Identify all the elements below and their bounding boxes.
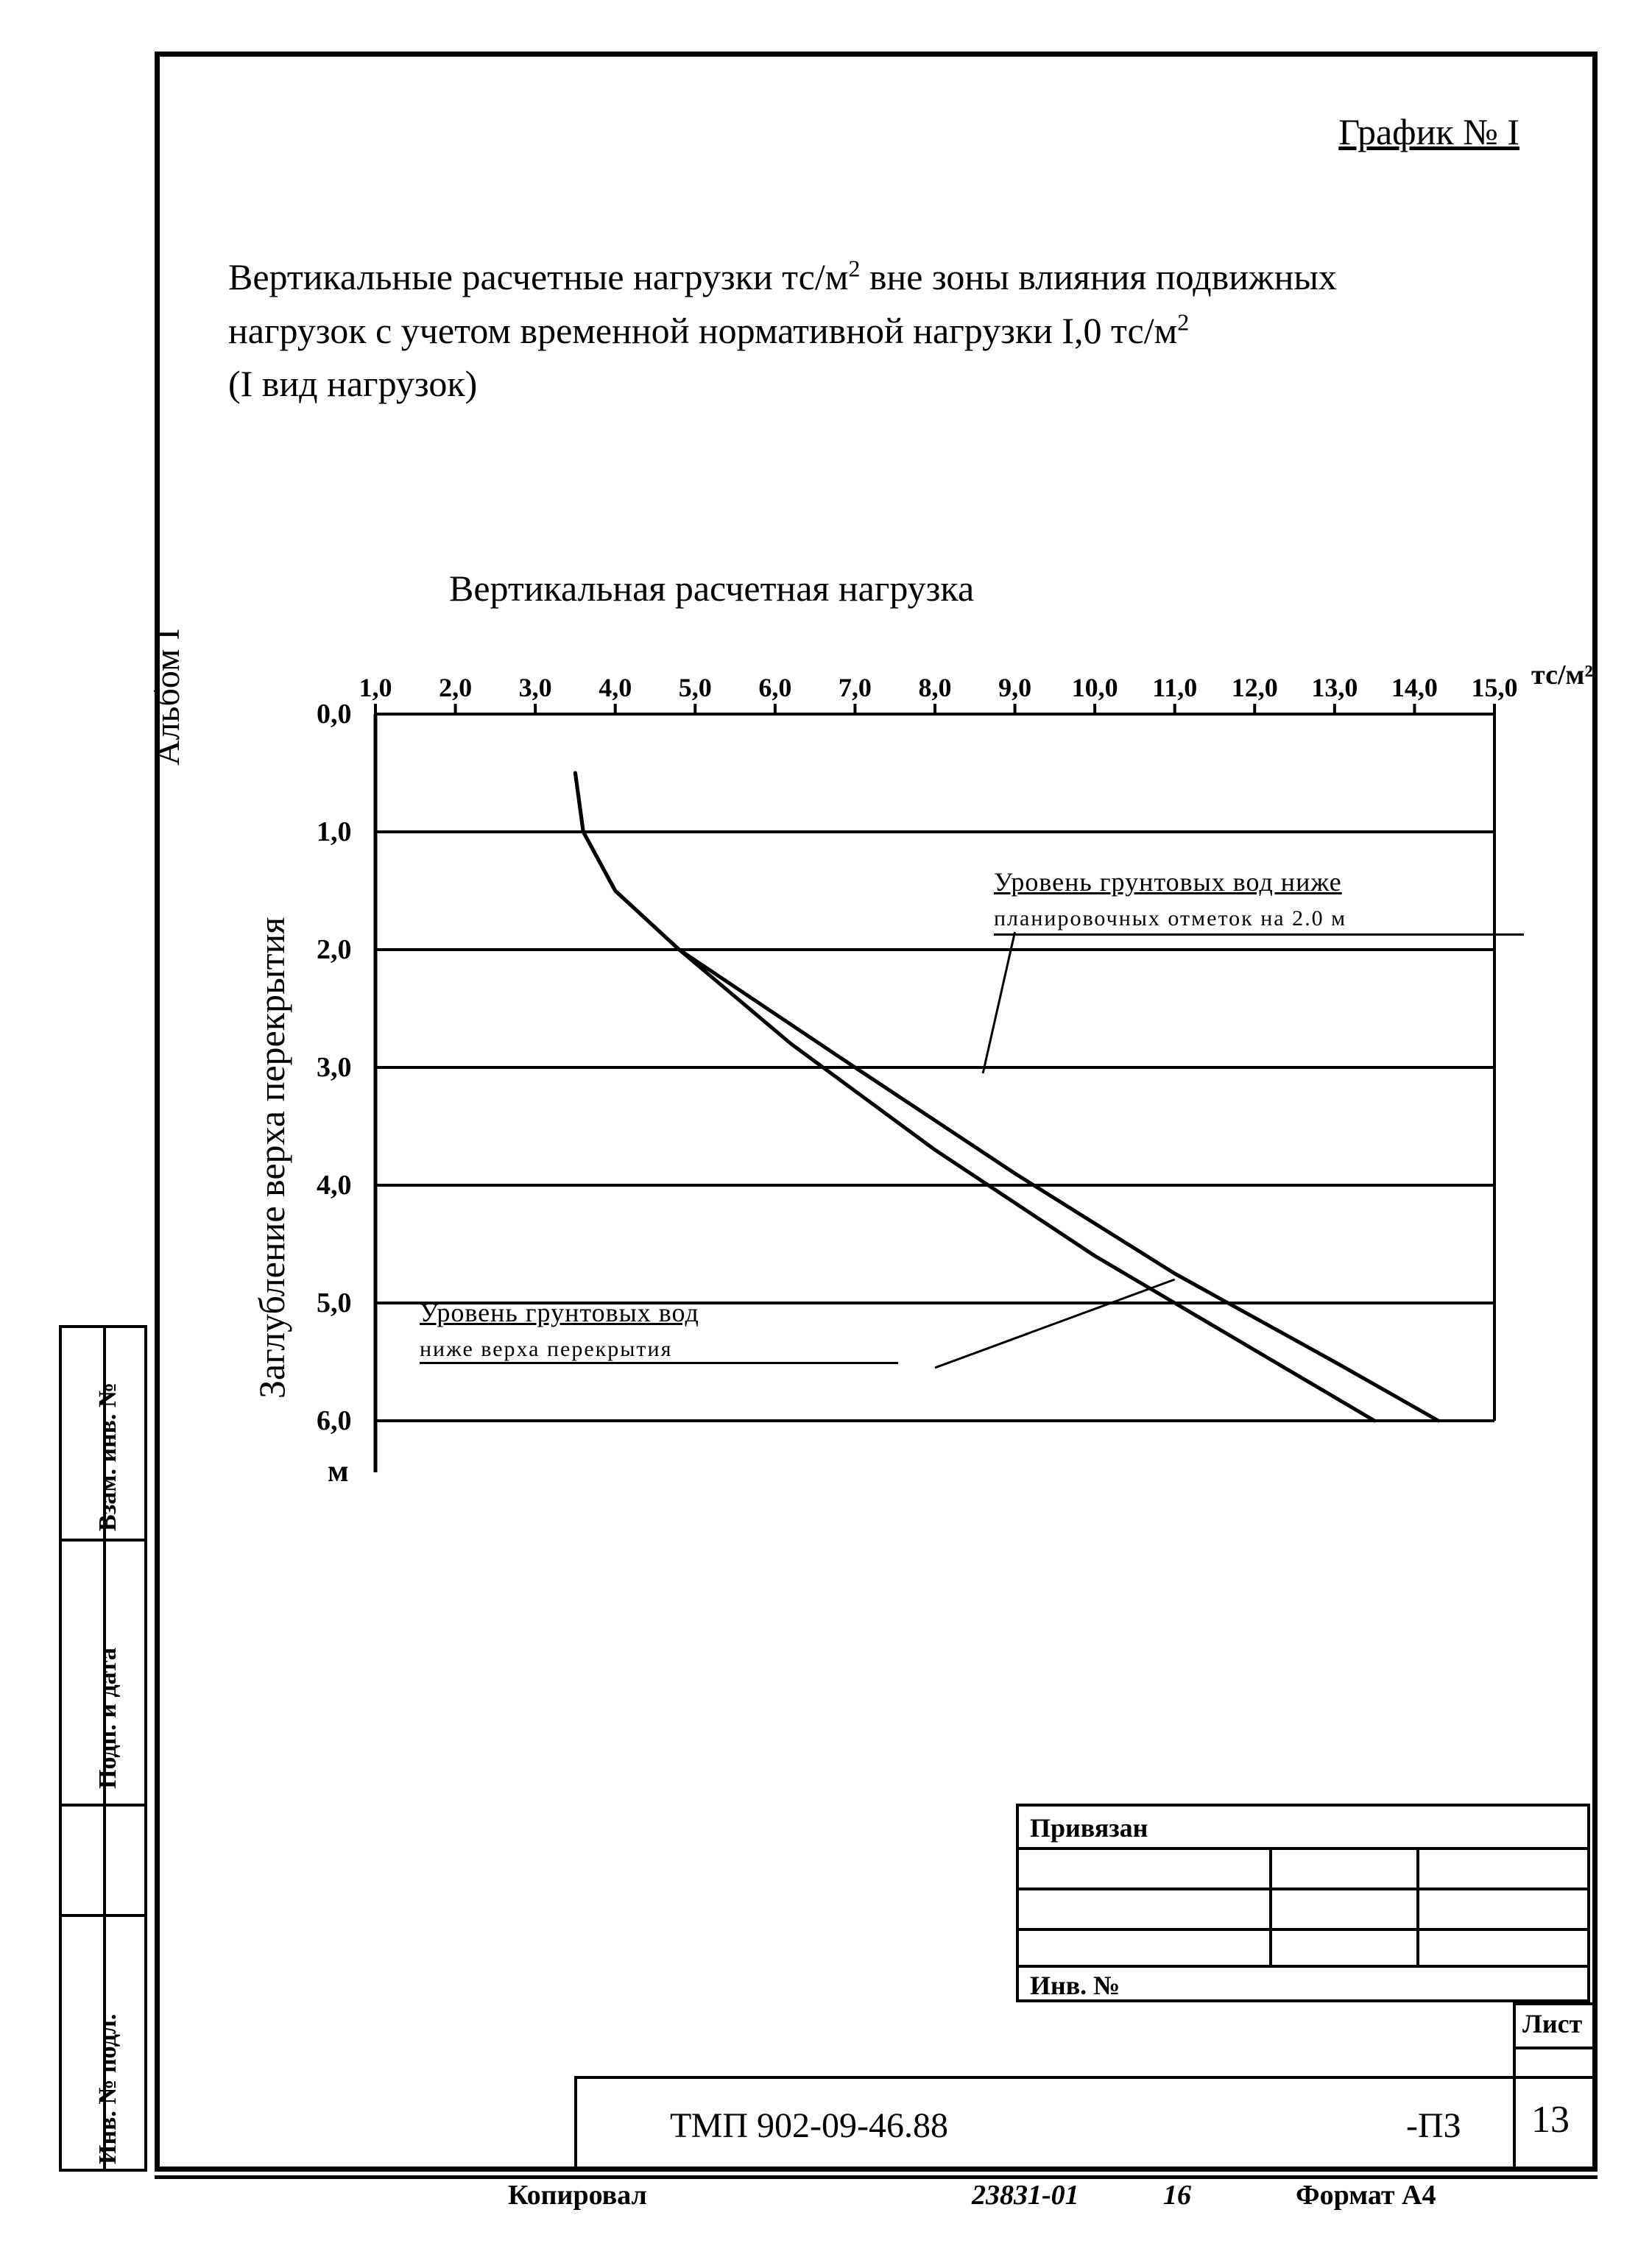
desc-exp1: 2 (848, 255, 860, 281)
x-unit: тс/м² (1531, 659, 1593, 691)
curve2-label-top: Уровень грунтовых вод (420, 1298, 699, 1327)
stamp-vzam-inv: Взам. инв. № (94, 1383, 122, 1531)
tb-vline (574, 2076, 577, 2169)
svg-text:1,0: 1,0 (359, 673, 392, 702)
svg-text:5,0: 5,0 (317, 1288, 352, 1318)
tb-hline (574, 2076, 1595, 2079)
tb-hline (1019, 1847, 1587, 1850)
tb-hline (1019, 1928, 1587, 1931)
svg-text:2,0: 2,0 (317, 934, 352, 965)
svg-text:10,0: 10,0 (1072, 673, 1118, 702)
curve2-label-bot: ниже верха перекрытия (420, 1337, 672, 1361)
curve1-underline (994, 933, 1524, 936)
curve1-label-top: Уровень грунтовых вод ниже (994, 867, 1342, 897)
svg-text:0,0: 0,0 (317, 699, 352, 730)
sheet-no: 13 (1531, 2098, 1570, 2141)
description: Вертикальные расчетные нагрузки тс/м2 вн… (228, 250, 1524, 411)
doc-code: ТМП 902-09-46.88 (670, 2105, 948, 2146)
desc-line3: (I вид нагрузок) (228, 363, 477, 404)
svg-text:8,0: 8,0 (919, 673, 952, 702)
tb-vline (1269, 1847, 1272, 1965)
svg-text:4,0: 4,0 (317, 1170, 352, 1201)
sheet-label: Лист (1522, 2008, 1582, 2039)
svg-text:2,0: 2,0 (439, 673, 472, 702)
tb-hline (1019, 1888, 1587, 1890)
desc-line1b: вне зоны влияния подвижных (860, 256, 1337, 297)
curve1-annot: Уровень грунтовых вод ниже планировочных… (994, 865, 1346, 934)
priviazan-label: Привязан (1030, 1812, 1148, 1843)
inv-no-label: Инв. № (1030, 1970, 1120, 2001)
svg-text:12,0: 12,0 (1232, 673, 1278, 702)
svg-text:15,0: 15,0 (1472, 673, 1518, 702)
curve1-label-bot: планировочных отметок на 2.0 м (994, 906, 1346, 931)
svg-text:13,0: 13,0 (1311, 673, 1358, 702)
stamp-podp-data: Подп. и дата (94, 1648, 122, 1789)
curve2-annot: Уровень грунтовых вод ниже верха перекры… (420, 1296, 699, 1365)
svg-text:9,0: 9,0 (998, 673, 1031, 702)
y-axis-label: Заглубление верха перекрытия (250, 917, 293, 1399)
svg-text:3,0: 3,0 (317, 1052, 352, 1083)
svg-text:6,0: 6,0 (758, 673, 791, 702)
format-label: Формат А4 (1296, 2179, 1436, 2211)
y-unit: м (328, 1454, 349, 1489)
svg-text:5,0: 5,0 (679, 673, 712, 702)
curve2-underline (420, 1362, 898, 1364)
page: Альбом I Взам. инв. № Подп. и дата Инв. … (0, 0, 1652, 2260)
svg-text:14,0: 14,0 (1391, 673, 1438, 702)
desc-exp2: 2 (1177, 308, 1189, 335)
desc-line2: нагрузок с учетом временной нормативной … (228, 310, 1177, 351)
chart-title: Вертикальная расчетная нагрузка (449, 567, 974, 610)
footer-line (155, 2175, 1598, 2179)
svg-text:11,0: 11,0 (1152, 673, 1197, 702)
tb-hline (1513, 2047, 1595, 2049)
svg-text:4,0: 4,0 (599, 673, 632, 702)
graph-number: График № I (1338, 110, 1519, 153)
desc-line1a: Вертикальные расчетные нагрузки тс/м (228, 256, 848, 297)
tb-hline (1513, 2002, 1595, 2005)
title-strip: ТМП 902-09-46.88 -ПЗ Лист 13 (155, 2076, 1598, 2172)
tb-vline (1513, 2002, 1516, 2169)
svg-text:6,0: 6,0 (317, 1405, 352, 1436)
order-sub: 16 (1163, 2179, 1191, 2211)
stamp-inv-podl: Инв. № подл. (94, 2014, 122, 2164)
tb-hline (1019, 1965, 1587, 1968)
svg-text:7,0: 7,0 (839, 673, 872, 702)
svg-text:1,0: 1,0 (317, 816, 352, 847)
svg-text:3,0: 3,0 (519, 673, 552, 702)
doc-suffix: -ПЗ (1406, 2105, 1461, 2146)
kopiroval-label: Копировал (508, 2179, 647, 2211)
priviazan-box: Привязан Инв. № (1016, 1804, 1590, 2002)
tb-vline (1416, 1847, 1419, 1965)
order-no: 23831-01 (972, 2179, 1079, 2211)
